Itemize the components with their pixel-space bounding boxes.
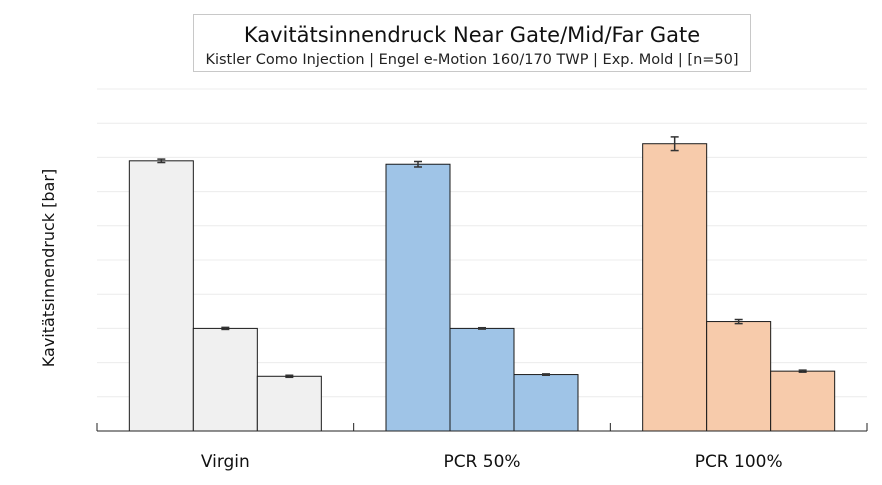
title-box: Kavitätsinnendruck Near Gate/Mid/Far Gat… bbox=[193, 14, 751, 72]
bar bbox=[192, 327, 258, 432]
chart-subtitle: Kistler Como Injection | Engel e-Motion … bbox=[205, 52, 739, 68]
y-axis-label: Kavitätsinnendruck [bar] bbox=[39, 169, 58, 367]
bar bbox=[385, 163, 451, 432]
bar bbox=[513, 374, 579, 432]
x-tick-label: Virgin bbox=[201, 452, 250, 472]
x-tick-label: PCR 50% bbox=[443, 452, 520, 472]
bar bbox=[449, 327, 515, 432]
error-bars bbox=[157, 136, 807, 379]
chart-title: Kavitätsinnendruck Near Gate/Mid/Far Gat… bbox=[243, 23, 701, 47]
x-axis bbox=[96, 423, 868, 432]
bar bbox=[642, 143, 708, 432]
bar bbox=[256, 375, 322, 432]
x-tick-label: PCR 100% bbox=[695, 452, 783, 472]
bars bbox=[128, 143, 836, 432]
bar bbox=[706, 321, 772, 432]
x-tick-labels: Virgin PCR 50% PCR 100% bbox=[201, 452, 783, 472]
bar bbox=[128, 160, 194, 432]
bar bbox=[770, 370, 836, 432]
